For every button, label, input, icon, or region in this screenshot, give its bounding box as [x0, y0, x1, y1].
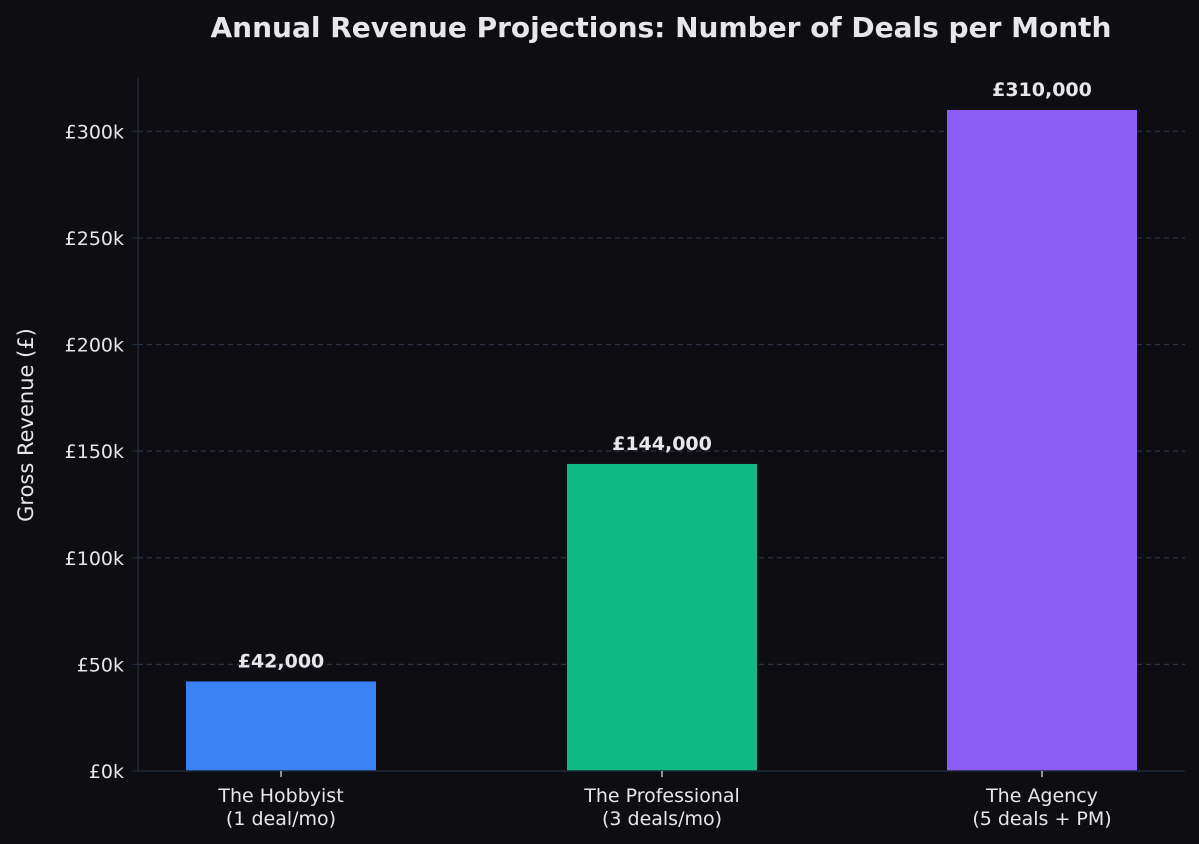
y-tick-label: £100k — [65, 548, 124, 570]
data-label: £42,000 — [238, 650, 325, 672]
bar — [567, 463, 757, 771]
x-tick-label: (1 deal/mo) — [226, 808, 336, 830]
bar — [186, 681, 376, 771]
y-tick-label: £250k — [65, 228, 124, 250]
chart-title: Annual Revenue Projections: Number of De… — [210, 11, 1111, 44]
x-tick-label: (3 deals/mo) — [602, 808, 722, 830]
x-tick-label: The Agency — [985, 785, 1098, 807]
y-tick-label: £150k — [65, 441, 124, 463]
bar — [947, 109, 1137, 771]
y-tick-label: £200k — [65, 335, 124, 357]
x-tick-label: (5 deals + PM) — [972, 808, 1111, 830]
data-label: £310,000 — [992, 79, 1092, 101]
x-axis-ticks: The Hobbyist(1 deal/mo)The Professional(… — [217, 771, 1112, 830]
bars — [186, 109, 1137, 771]
x-tick-label: The Professional — [583, 785, 740, 807]
x-tick-label: The Hobbyist — [217, 785, 343, 807]
data-labels: £42,000 £144,000 £310,000 — [238, 79, 1092, 672]
y-axis-ticks: £0k £50k £100k £150k £200k £250k £300k — [65, 121, 138, 783]
y-axis-label: Gross Revenue (£) — [14, 328, 38, 522]
data-label: £144,000 — [612, 433, 712, 455]
y-tick-label: £0k — [89, 761, 124, 783]
y-tick-label: £50k — [77, 654, 124, 676]
y-tick-label: £300k — [65, 121, 124, 143]
